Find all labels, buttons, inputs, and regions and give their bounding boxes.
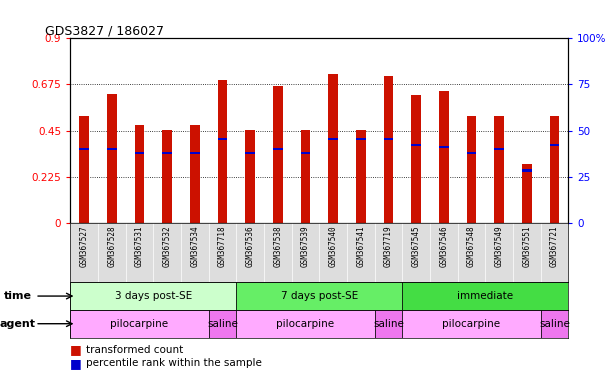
Bar — [411, 95, 421, 223]
Text: immediate: immediate — [457, 291, 513, 301]
Bar — [273, 86, 283, 223]
Text: GSM367719: GSM367719 — [384, 226, 393, 267]
Bar — [375, 310, 402, 338]
Bar — [190, 152, 200, 154]
Bar — [190, 126, 200, 223]
Text: pilocarpine: pilocarpine — [442, 319, 500, 329]
Bar — [411, 144, 421, 146]
Bar — [218, 80, 227, 223]
Bar — [356, 129, 365, 223]
Text: GSM367532: GSM367532 — [163, 226, 172, 267]
Text: GSM367721: GSM367721 — [550, 226, 559, 267]
Text: GSM367528: GSM367528 — [108, 226, 116, 267]
Text: 7 days post-SE: 7 days post-SE — [280, 291, 358, 301]
Text: time: time — [4, 291, 32, 301]
Text: GSM367536: GSM367536 — [246, 226, 255, 267]
Bar — [218, 137, 227, 140]
Text: GSM367540: GSM367540 — [329, 226, 338, 267]
Bar — [163, 152, 172, 154]
Bar — [301, 152, 310, 154]
Bar — [245, 152, 255, 154]
Bar — [402, 310, 541, 338]
Bar — [107, 94, 117, 223]
Bar — [549, 116, 559, 223]
Bar — [134, 126, 144, 223]
Bar — [384, 76, 393, 223]
Bar — [79, 116, 89, 223]
Bar — [107, 148, 117, 150]
Bar — [134, 152, 144, 154]
Bar — [236, 282, 402, 310]
Text: saline: saline — [207, 319, 238, 329]
Bar — [273, 148, 283, 150]
Bar — [541, 310, 568, 338]
Bar — [467, 152, 476, 154]
Bar — [301, 129, 310, 223]
Text: saline: saline — [373, 319, 404, 329]
Text: ■: ■ — [70, 357, 82, 370]
Bar — [494, 148, 504, 150]
Text: GSM367545: GSM367545 — [412, 226, 420, 267]
Bar — [384, 137, 393, 140]
Text: pilocarpine: pilocarpine — [276, 319, 334, 329]
Bar — [549, 144, 559, 146]
Text: GSM367539: GSM367539 — [301, 226, 310, 267]
Bar — [522, 164, 532, 223]
Bar — [467, 116, 476, 223]
Text: GSM367549: GSM367549 — [494, 226, 503, 267]
Bar — [208, 310, 236, 338]
Text: agent: agent — [0, 319, 35, 329]
Text: GSM367527: GSM367527 — [79, 226, 89, 267]
Bar — [402, 282, 568, 310]
Text: percentile rank within the sample: percentile rank within the sample — [86, 358, 262, 369]
Bar — [163, 129, 172, 223]
Bar — [522, 169, 532, 172]
Text: ■: ■ — [70, 343, 82, 356]
Text: pilocarpine: pilocarpine — [111, 319, 169, 329]
Bar — [328, 137, 338, 140]
Bar — [356, 137, 365, 140]
Text: GSM367546: GSM367546 — [439, 226, 448, 267]
Text: GDS3827 / 186027: GDS3827 / 186027 — [45, 24, 164, 37]
Bar — [328, 74, 338, 223]
Bar — [70, 310, 208, 338]
Bar — [439, 91, 448, 223]
Text: GSM367718: GSM367718 — [218, 226, 227, 267]
Text: GSM367548: GSM367548 — [467, 226, 476, 267]
Text: GSM367551: GSM367551 — [522, 226, 531, 267]
Bar — [439, 146, 448, 148]
Bar — [245, 129, 255, 223]
Text: GSM367534: GSM367534 — [190, 226, 199, 267]
Text: GSM367538: GSM367538 — [273, 226, 282, 267]
Text: GSM367531: GSM367531 — [135, 226, 144, 267]
Text: GSM367541: GSM367541 — [356, 226, 365, 267]
Text: saline: saline — [539, 319, 570, 329]
Text: 3 days post-SE: 3 days post-SE — [115, 291, 192, 301]
Text: transformed count: transformed count — [86, 344, 183, 355]
Bar — [79, 148, 89, 150]
Bar — [494, 116, 504, 223]
Bar — [70, 282, 236, 310]
Bar — [236, 310, 375, 338]
